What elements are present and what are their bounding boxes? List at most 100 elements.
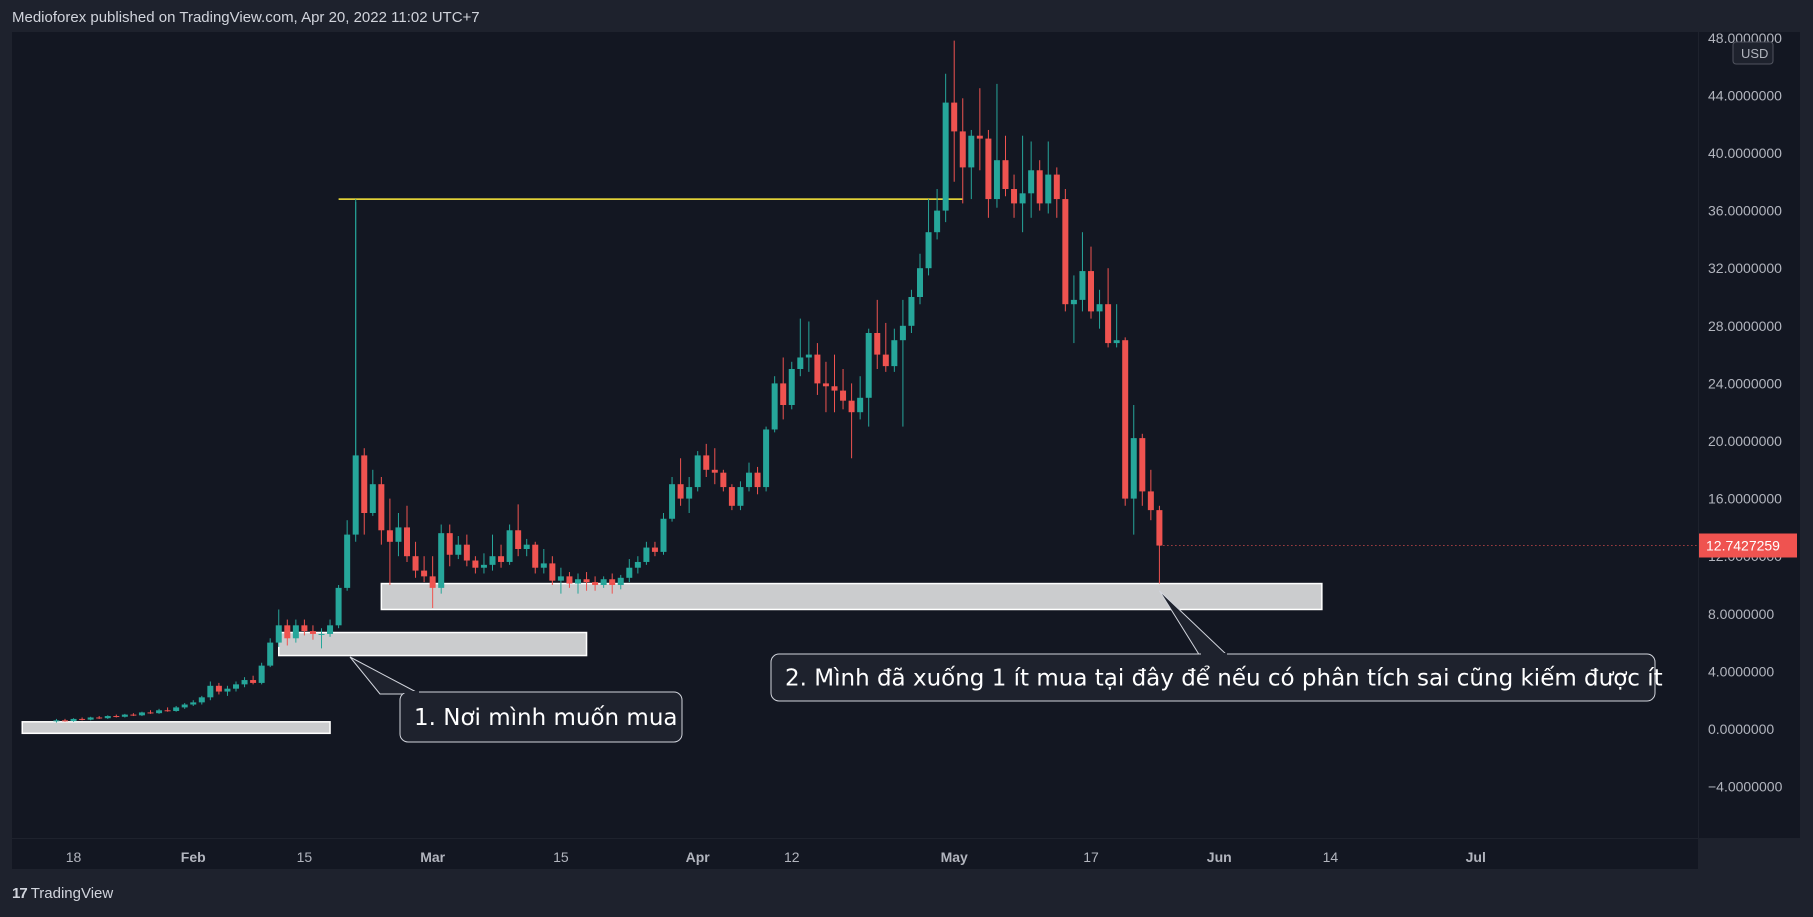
- candle-body: [540, 563, 547, 568]
- candle-body: [1045, 174, 1052, 204]
- candle: [549, 556, 556, 585]
- candle-body: [284, 625, 291, 639]
- candle: [233, 681, 239, 692]
- candle: [284, 619, 291, 646]
- candle: [788, 361, 795, 410]
- candle-body: [215, 685, 222, 692]
- price-tick-label: 4.0000000: [1708, 663, 1774, 679]
- candle: [1139, 433, 1146, 506]
- candle: [882, 322, 889, 372]
- candle: [87, 716, 94, 721]
- candle: [1045, 141, 1052, 214]
- candle-body: [917, 268, 923, 297]
- candle-body: [224, 688, 231, 692]
- candle-body: [882, 354, 889, 367]
- callout-text: 2. Mình đã xuống 1 ít mua tại đây để nếu…: [785, 666, 1663, 692]
- candle: [344, 520, 351, 591]
- candle-body: [728, 487, 735, 506]
- candle: [763, 426, 770, 492]
- candle: [70, 718, 77, 722]
- candle: [130, 713, 137, 717]
- candle-body: [899, 325, 906, 341]
- callout-box: [399, 691, 683, 743]
- candle-body: [959, 131, 966, 168]
- candle: [634, 556, 641, 574]
- candle: [515, 504, 522, 557]
- candle-body: [369, 484, 376, 513]
- candle: [224, 685, 231, 696]
- time-tick-label: Apr: [686, 849, 711, 865]
- candle-body: [207, 685, 214, 698]
- candle: [250, 675, 257, 685]
- candle-body: [1028, 170, 1035, 194]
- candle: [429, 556, 436, 609]
- tradingview-footer[interactable]: 17 TradingView: [12, 885, 113, 902]
- candle-body: [198, 697, 205, 703]
- candle: [96, 716, 103, 719]
- current-price-tag: [1699, 533, 1797, 558]
- tradingview-logo-icon: 17: [12, 885, 28, 902]
- candle: [318, 628, 325, 649]
- candle-body: [1019, 193, 1026, 204]
- candle: [292, 619, 299, 643]
- candle: [258, 662, 265, 685]
- candle-body: [788, 369, 795, 405]
- callout-text: 1. Nơi mình muốn mua: [414, 705, 678, 731]
- candle-body: [737, 487, 744, 506]
- tradingview-brand: TradingView: [30, 885, 114, 902]
- candle-body: [780, 383, 787, 405]
- candle: [874, 299, 881, 369]
- candle: [335, 585, 342, 629]
- candle-body: [805, 354, 812, 358]
- candle-body: [1156, 510, 1163, 546]
- candle: [1088, 246, 1094, 319]
- candle-body: [1139, 438, 1146, 492]
- candle: [446, 524, 453, 567]
- price-tick-label: 24.0000000: [1708, 375, 1782, 391]
- candle: [694, 451, 701, 492]
- candle: [805, 321, 812, 372]
- candle-body: [763, 429, 770, 488]
- candle: [215, 682, 222, 695]
- price-tick-label: 0.0000000: [1708, 721, 1774, 737]
- candle-body: [968, 135, 975, 168]
- candle-body: [1002, 160, 1009, 189]
- candle: [412, 541, 419, 578]
- time-tick-label: Jul: [1466, 849, 1486, 865]
- candle: [455, 536, 462, 560]
- candle-body: [147, 712, 154, 714]
- candle: [711, 448, 718, 485]
- candle-body: [617, 577, 624, 585]
- candle: [575, 573, 581, 594]
- candle: [532, 541, 539, 574]
- price-tick-label: 36.0000000: [1708, 203, 1782, 219]
- candle: [369, 469, 376, 516]
- time-tick-label: 17: [1083, 849, 1099, 865]
- candle-body: [250, 680, 257, 683]
- price-tick-label: 44.0000000: [1708, 87, 1782, 103]
- candle-body: [1036, 170, 1043, 204]
- candle-body: [352, 455, 359, 535]
- candle: [840, 369, 847, 410]
- candle: [686, 477, 693, 513]
- candle-body: [908, 297, 915, 326]
- candle: [592, 576, 599, 591]
- candle-body: [301, 625, 308, 632]
- candle-body: [275, 625, 282, 643]
- candle: [925, 199, 932, 276]
- candle-body: [677, 484, 684, 499]
- candle-body: [575, 579, 581, 584]
- candle: [771, 376, 778, 433]
- candle: [720, 469, 727, 492]
- candle-body: [79, 718, 86, 720]
- candle-body: [130, 714, 137, 716]
- candle: [121, 713, 128, 718]
- candle-body: [660, 518, 667, 552]
- candle: [677, 458, 684, 506]
- plot-area: [12, 32, 1698, 838]
- time-tick-label: 15: [297, 849, 313, 865]
- candle-body: [583, 579, 590, 583]
- price-tick-label: 28.0000000: [1708, 318, 1782, 334]
- candle: [976, 88, 983, 171]
